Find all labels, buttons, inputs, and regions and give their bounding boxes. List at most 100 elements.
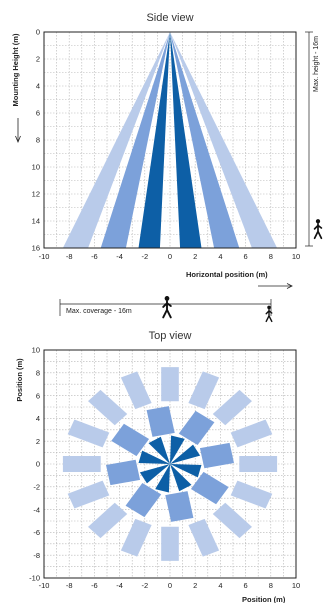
y-tick-label: 14 bbox=[32, 217, 40, 226]
y-tick-label: -8 bbox=[33, 551, 40, 560]
top-beam bbox=[138, 450, 170, 464]
side-beam bbox=[100, 32, 170, 248]
walking-person-icon bbox=[162, 296, 172, 319]
top-beam bbox=[170, 464, 202, 478]
top-view-x-ticks: -10 -8 -6 -4 -2 0 2 4 6 8 10 bbox=[39, 581, 301, 590]
side-beam bbox=[170, 32, 278, 248]
y-tick-label: 0 bbox=[36, 460, 40, 469]
y-tick-label: 8 bbox=[36, 369, 40, 378]
top-beam bbox=[67, 480, 110, 509]
x-tick-label: 10 bbox=[292, 581, 300, 590]
top-beam bbox=[146, 406, 175, 437]
top-beam bbox=[170, 444, 201, 464]
x-tick-label: -8 bbox=[66, 252, 73, 261]
x-tick-label: -6 bbox=[91, 252, 98, 261]
side-beam bbox=[138, 32, 170, 248]
x-tick-label: 4 bbox=[218, 581, 222, 590]
y-tick-label: 10 bbox=[32, 346, 40, 355]
side-beam bbox=[62, 32, 170, 248]
side-beam bbox=[170, 32, 202, 248]
top-beam bbox=[212, 389, 252, 426]
y-tick-label: 4 bbox=[36, 414, 40, 423]
top-view-y-ticks: 10 8 6 4 2 0 -2 -4 -6 -8 -10 bbox=[29, 346, 40, 583]
top-beam bbox=[120, 371, 152, 410]
x-tick-label: 2 bbox=[193, 252, 197, 261]
x-tick-label: 0 bbox=[168, 581, 172, 590]
x-tick-label: -2 bbox=[141, 581, 148, 590]
side-view-x-ticks: -10 -8 -6 -4 -2 0 2 4 6 8 10 bbox=[39, 252, 301, 261]
x-tick-label: 0 bbox=[168, 252, 172, 261]
x-tick-label: 6 bbox=[244, 252, 248, 261]
side-view-title: Side view bbox=[146, 12, 193, 24]
side-view-plot-frame bbox=[43, 31, 297, 249]
y-tick-label: -10 bbox=[29, 574, 40, 583]
x-tick-label: -10 bbox=[39, 252, 50, 261]
top-beam bbox=[230, 419, 273, 448]
x-tick-label: -10 bbox=[39, 581, 50, 590]
top-beam bbox=[199, 442, 235, 469]
side-view-y-ticks: 0 2 4 6 8 10 12 14 16 bbox=[32, 28, 40, 253]
y-tick-label: 4 bbox=[36, 82, 40, 91]
top-beam bbox=[88, 389, 128, 426]
top-view-y-axis-label: Position (m) bbox=[15, 358, 24, 402]
x-tick-label: -6 bbox=[91, 581, 98, 590]
side-view-x-axis-arrow bbox=[258, 283, 293, 289]
y-tick-label: 6 bbox=[36, 391, 40, 400]
side-view-x-axis-label: Horizontal position (m) bbox=[186, 270, 268, 279]
top-beam bbox=[148, 436, 170, 464]
x-tick-label: -2 bbox=[141, 252, 148, 261]
x-tick-label: 10 bbox=[292, 252, 300, 261]
y-tick-label: -6 bbox=[33, 528, 40, 537]
top-beam bbox=[67, 419, 110, 448]
walking-person-icon bbox=[265, 305, 273, 323]
top-beam bbox=[161, 367, 179, 402]
x-tick-label: -4 bbox=[116, 581, 123, 590]
top-beam bbox=[111, 423, 150, 457]
top-beam bbox=[230, 480, 273, 509]
side-view-y-axis-label: Mounting Height (m) bbox=[11, 33, 20, 106]
x-tick-label: 8 bbox=[269, 581, 273, 590]
top-beam bbox=[105, 459, 141, 486]
top-beam bbox=[125, 482, 162, 518]
max-height-dimension-line bbox=[305, 31, 313, 247]
y-tick-label: 2 bbox=[36, 437, 40, 446]
top-beam bbox=[239, 456, 278, 472]
top-beam bbox=[155, 464, 170, 493]
top-beam bbox=[188, 371, 220, 410]
top-beam bbox=[139, 464, 170, 484]
side-beam bbox=[170, 32, 240, 248]
top-beam bbox=[120, 518, 152, 557]
y-tick-label: -4 bbox=[33, 505, 40, 514]
x-tick-label: 6 bbox=[244, 581, 248, 590]
side-view-beams bbox=[62, 32, 278, 248]
side-view-y-axis-arrow bbox=[15, 118, 21, 144]
y-tick-label: 0 bbox=[36, 28, 40, 37]
y-tick-label: 6 bbox=[36, 109, 40, 118]
walking-person-icon bbox=[313, 219, 323, 240]
x-tick-label: 2 bbox=[193, 581, 197, 590]
y-tick-label: 10 bbox=[32, 163, 40, 172]
top-view-x-axis-label: Position (m) bbox=[242, 595, 286, 603]
top-beam bbox=[212, 502, 252, 539]
top-beam bbox=[178, 410, 215, 446]
top-beam bbox=[190, 471, 229, 505]
x-tick-label: 4 bbox=[218, 252, 222, 261]
top-beam bbox=[165, 491, 194, 522]
top-beam bbox=[161, 526, 179, 561]
y-tick-label: 16 bbox=[32, 244, 40, 253]
y-tick-label: 8 bbox=[36, 136, 40, 145]
max-height-note: Max. height - 16m bbox=[313, 36, 320, 92]
x-tick-label: -4 bbox=[116, 252, 123, 261]
top-beam bbox=[188, 518, 220, 557]
top-beam bbox=[170, 435, 185, 464]
top-view-beams bbox=[62, 367, 278, 561]
x-tick-label: 8 bbox=[269, 252, 273, 261]
y-tick-label: -2 bbox=[33, 483, 40, 492]
y-tick-label: 12 bbox=[32, 190, 40, 199]
top-beam bbox=[170, 464, 192, 492]
y-tick-label: 2 bbox=[36, 55, 40, 64]
x-tick-label: -8 bbox=[66, 581, 73, 590]
top-beam bbox=[62, 456, 101, 472]
top-beam bbox=[88, 502, 128, 539]
